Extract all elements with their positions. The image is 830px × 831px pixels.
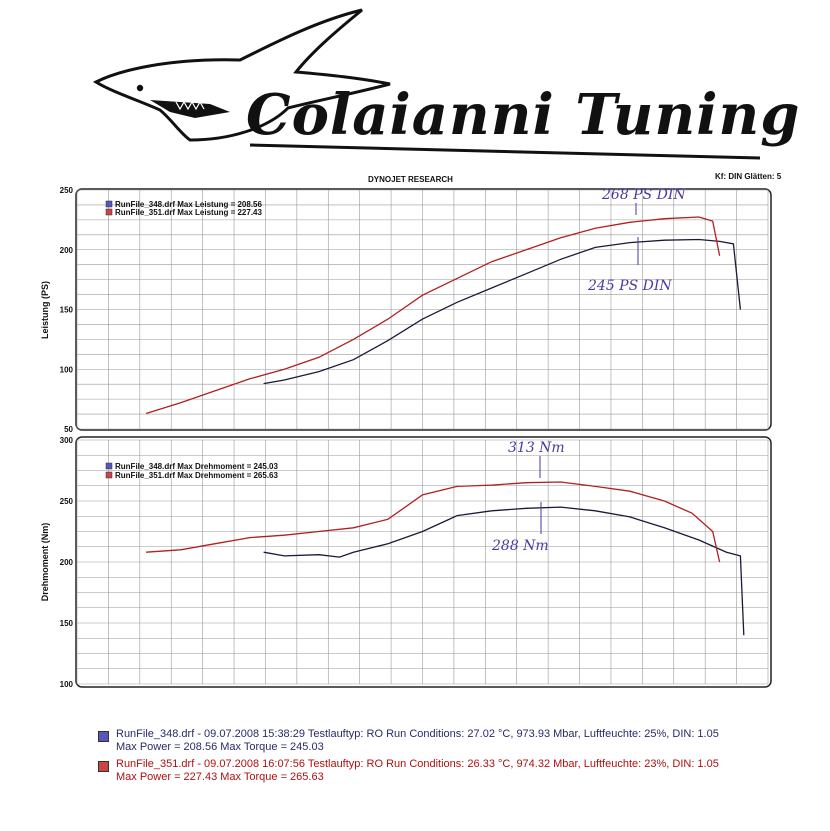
torque-legend-348: RunFile_348.drf Max Drehmoment = 245.03 — [115, 462, 279, 471]
power-annotation-245: 245 PS DIN — [587, 278, 672, 294]
torque-annotation-288: 288 Nm — [491, 538, 549, 554]
torque-y-axis-label: Drehmoment (Nm) — [40, 523, 50, 602]
run-351-max-values: Max Power = 227.43 Max Torque = 265.63 — [116, 770, 324, 783]
series-line-runfile-348 — [263, 506, 745, 636]
y-tick-label: 200 — [60, 246, 74, 255]
torque-chart: 100 150 200 250 300 Drehmoment (Nm) RunFile_… — [40, 436, 772, 689]
series-line-runfile-348 — [263, 238, 742, 385]
chart-header-settings: Kf: DIN Glätten: 5 — [715, 172, 782, 181]
run-348-conditions: RunFile_348.drf - 09.07.2008 15:38:29 Te… — [116, 728, 719, 740]
power-annotation-268: 268 PS DIN — [601, 187, 686, 203]
run-legend-box: RunFile_348.drf - 09.07.2008 15:38:29 Te… — [96, 728, 796, 808]
torque-legend-351: RunFile_351.drf Max Drehmoment = 265.63 — [115, 471, 279, 480]
y-tick-label: 300 — [60, 436, 74, 445]
power-legend-348: RunFile_348.drf Max Leistung = 208.56 — [115, 200, 262, 209]
run-348-max-values: Max Power = 208.56 Max Torque = 245.03 — [116, 740, 324, 753]
power-chart: 50 100 150 200 250 Leistung (PS) RunFile_348… — [40, 186, 772, 434]
y-tick-label: 50 — [64, 425, 73, 434]
brand-name: Colaianni Tuning — [246, 82, 801, 148]
run-legend-351: RunFile_351.drf - 09.07.2008 16:07:56 Te… — [96, 758, 796, 788]
series-line-runfile-351 — [145, 216, 721, 415]
power-legend-351: RunFile_351.drf Max Leistung = 227.43 — [115, 208, 262, 217]
chart-header-title: DYNOJET RESEARCH — [368, 175, 453, 184]
run-348-swatch — [98, 731, 109, 742]
y-tick-label: 100 — [60, 680, 74, 689]
y-tick-label: 250 — [60, 497, 74, 506]
run-legend-348: RunFile_348.drf - 09.07.2008 15:38:29 Te… — [96, 728, 796, 758]
power-y-axis-label: Leistung (PS) — [40, 281, 50, 339]
y-tick-label: 100 — [60, 365, 74, 374]
y-tick-label: 150 — [60, 619, 74, 628]
y-tick-label: 250 — [60, 186, 74, 195]
y-tick-label: 200 — [60, 558, 74, 567]
y-tick-label: 150 — [60, 306, 74, 315]
torque-annotation-313: 313 Nm — [508, 440, 565, 456]
shark-logo — [92, 8, 761, 160]
run-351-swatch — [98, 761, 109, 772]
series-line-runfile-351 — [146, 481, 721, 563]
run-351-conditions: RunFile_351.drf - 09.07.2008 16:07:56 Te… — [116, 758, 719, 770]
